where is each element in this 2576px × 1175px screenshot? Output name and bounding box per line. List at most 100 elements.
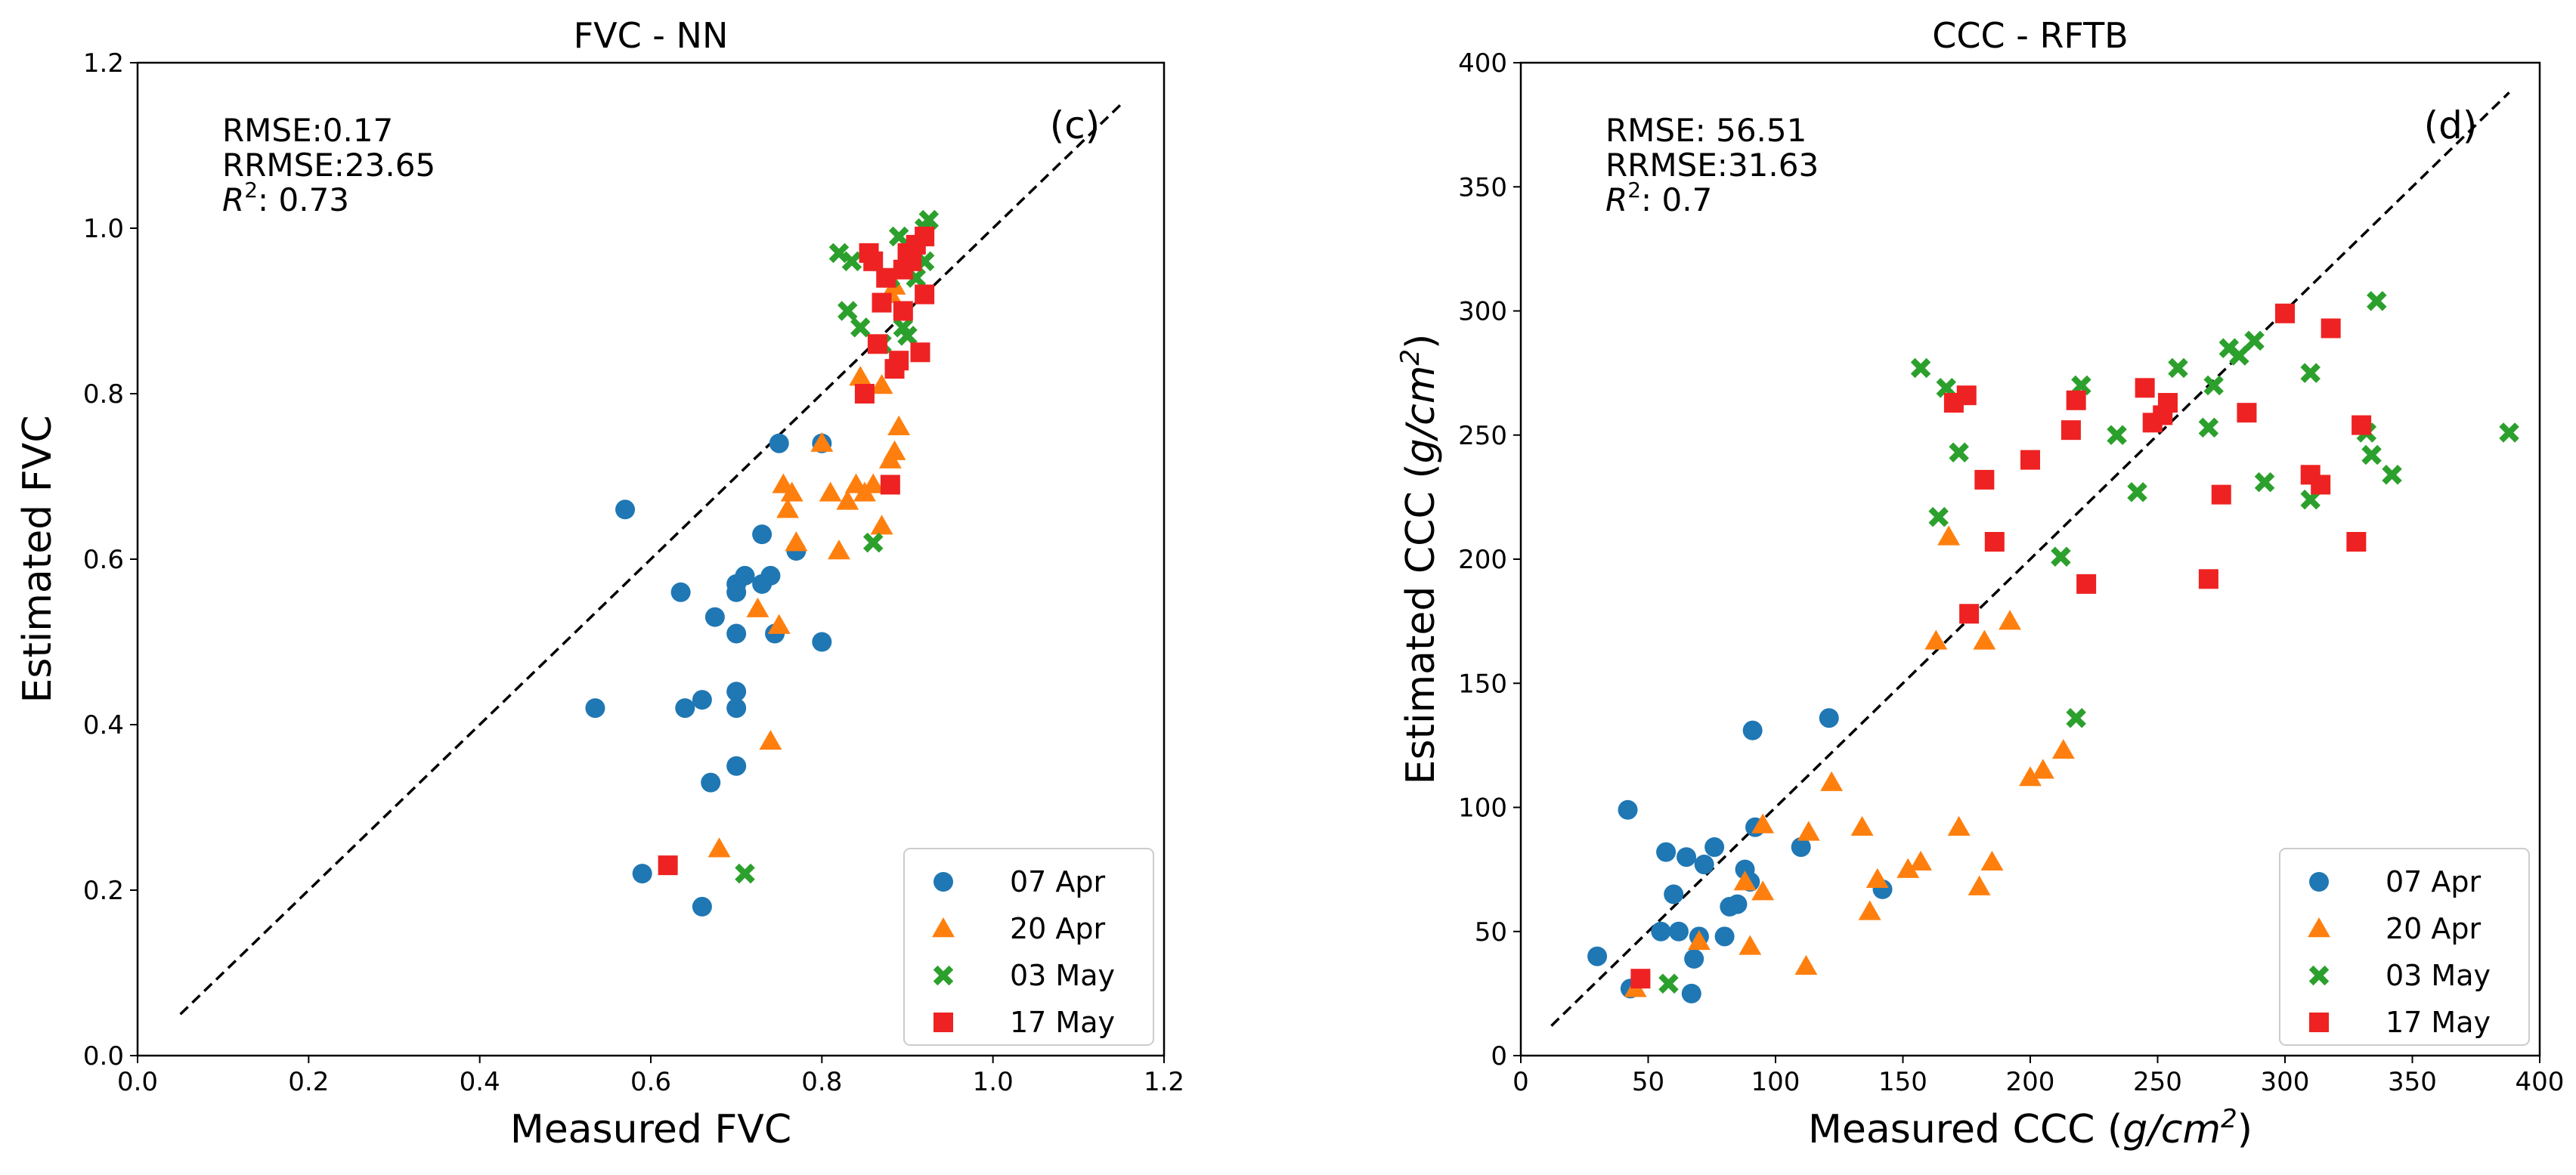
- data-point: [767, 614, 791, 634]
- data-point: [870, 374, 893, 394]
- data-point: [1896, 858, 1920, 878]
- data-point: [726, 698, 747, 719]
- x-tick-label: 400: [2516, 1067, 2565, 1097]
- data-point: [2060, 420, 2081, 441]
- data-point: [880, 475, 900, 495]
- y-tick-label: 300: [1458, 297, 1507, 327]
- data-point: [2198, 569, 2218, 589]
- data-point: [759, 729, 782, 750]
- y-tick-label: 0: [1491, 1041, 1507, 1071]
- x-tick-label: 100: [1751, 1067, 1800, 1097]
- data-point: [735, 863, 755, 884]
- data-point: [692, 896, 712, 917]
- y-tick-label: 100: [1458, 793, 1507, 824]
- data-point: [735, 565, 755, 586]
- data-point: [776, 498, 800, 518]
- data-point: [2020, 450, 2040, 470]
- data-point: [2361, 444, 2382, 465]
- data-point: [1959, 604, 1980, 624]
- data-point: [1668, 921, 1689, 942]
- data-point: [1850, 815, 1874, 836]
- data-point: [2198, 417, 2219, 438]
- x-tick-label: 200: [2006, 1067, 2055, 1097]
- panel-label: (c): [1050, 104, 1101, 147]
- r2-stat: R2: 0.7: [1605, 178, 1712, 218]
- x-axis-label: Measured CCC (g/cm2): [1808, 1104, 2252, 1152]
- y-tick-label: 0.0: [83, 1041, 124, 1071]
- data-point: [897, 326, 918, 346]
- data-point: [1999, 610, 2021, 630]
- chart-title: FVC - NN: [574, 15, 729, 56]
- data-point: [1984, 532, 2005, 552]
- data-point: [1937, 525, 1961, 546]
- legend-marker: [933, 965, 954, 986]
- data-point: [1687, 929, 1711, 951]
- y-tick-label: 350: [1458, 172, 1507, 203]
- data-point: [1980, 850, 2004, 870]
- data-point: [615, 499, 636, 520]
- data-point: [887, 415, 911, 436]
- data-point: [2203, 375, 2224, 396]
- data-point: [1630, 969, 1651, 989]
- data-point: [2275, 303, 2295, 323]
- data-point: [2346, 532, 2367, 552]
- data-point: [2499, 422, 2519, 443]
- y-tick-label: 150: [1458, 669, 1507, 699]
- data-point: [1587, 946, 1608, 966]
- data-point: [704, 607, 725, 627]
- panel-label: (d): [2424, 104, 2478, 147]
- data-point: [1658, 973, 1679, 994]
- data-point: [2321, 318, 2341, 339]
- data-point: [1974, 469, 1995, 490]
- data-point: [1858, 900, 1881, 920]
- data-point: [1656, 842, 1677, 862]
- y-tick-label: 1.2: [83, 48, 124, 79]
- data-point: [870, 515, 893, 535]
- data-point: [1677, 847, 1697, 867]
- data-point: [1797, 821, 1820, 841]
- data-point: [1794, 954, 1818, 975]
- ccc-rftb-chart: 0 50 100 150 200 250 300 350 400 0 50 100 150 200 250 3…: [1395, 15, 2564, 1152]
- data-point: [910, 342, 930, 363]
- data-point: [585, 698, 605, 719]
- data-point: [2135, 378, 2155, 398]
- data-point: [1924, 629, 1948, 650]
- data-point: [1947, 815, 1971, 836]
- data-point: [889, 351, 909, 371]
- chart-title: CCC - RFTB: [1932, 15, 2128, 56]
- data-point: [2229, 345, 2249, 366]
- data-point: [1910, 357, 1931, 379]
- data-point: [2051, 738, 2075, 759]
- rmse-stat: RMSE: 56.51: [1605, 112, 1807, 149]
- data-point: [1949, 442, 1969, 462]
- data-point: [810, 431, 834, 452]
- legend-marker: [932, 917, 955, 938]
- data-point: [1751, 813, 1775, 833]
- data-point: [819, 481, 842, 502]
- data-point: [658, 855, 678, 876]
- data-point: [862, 532, 884, 553]
- data-point: [2300, 363, 2321, 383]
- data-point: [2237, 403, 2257, 423]
- legend-label: 03 May: [2386, 959, 2491, 992]
- data-point: [1751, 880, 1775, 901]
- data-point: [726, 682, 747, 702]
- data-point: [2168, 357, 2188, 379]
- data-point: [2031, 759, 2054, 779]
- y-tick-label: 1.0: [83, 214, 124, 244]
- data-point: [836, 490, 859, 510]
- data-point: [841, 251, 862, 272]
- x-tick-label: 0: [1512, 1067, 1529, 1097]
- x-axis-label: Measured FVC: [510, 1107, 791, 1152]
- legend-label: 20 Apr: [2386, 912, 2482, 945]
- data-point: [760, 565, 781, 586]
- data-point: [915, 226, 935, 246]
- legend-marker: [2309, 872, 2329, 892]
- data-point: [1684, 948, 1704, 969]
- data-point: [862, 473, 885, 493]
- data-point: [854, 384, 875, 404]
- legend-marker: [933, 872, 953, 892]
- legend-label: 17 May: [1010, 1006, 1115, 1039]
- x-tick-label: 300: [2261, 1067, 2310, 1097]
- data-point: [752, 524, 772, 545]
